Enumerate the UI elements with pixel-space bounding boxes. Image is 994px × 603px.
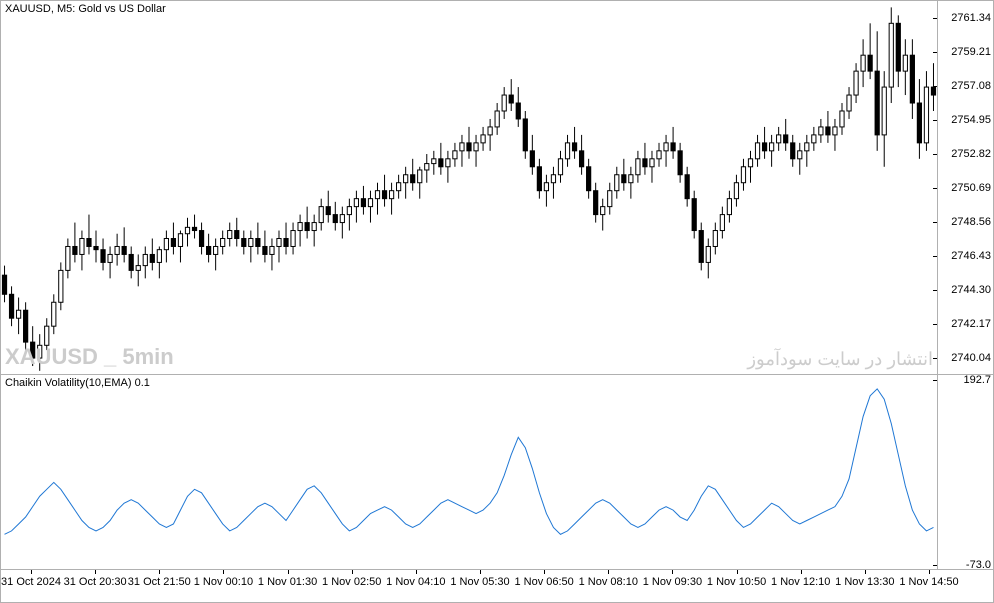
time-tick: 1 Nov 01:30 [258, 576, 317, 588]
price-y-tick: 2746.43 [951, 250, 991, 262]
price-y-axis: 2740.04 2742.17 2744.30 2746.43 2748.56 2750.… [937, 1, 993, 374]
time-tick: 1 Nov 00:10 [194, 576, 253, 588]
price-chart-panel[interactable]: XAUUSD, M5: Gold vs US Dollar XAUUSD _ 5… [1, 1, 993, 375]
price-y-tick: 2754.95 [951, 114, 991, 126]
indicator-panel[interactable]: Chaikin Volatility(10,EMA) 0.1 -73.0192.… [1, 375, 993, 570]
time-tick: 1 Nov 08:10 [579, 576, 638, 588]
indicator-chart-area[interactable] [1, 375, 937, 569]
time-tick: 1 Nov 06:50 [514, 576, 573, 588]
price-chart-area[interactable] [1, 1, 937, 374]
indicator-svg [1, 375, 937, 569]
watermark-symbol: XAUUSD _ 5min [5, 344, 174, 370]
candlestick-svg [1, 1, 937, 374]
price-y-tick: 2748.56 [951, 216, 991, 228]
time-tick: 1 Nov 02:50 [322, 576, 381, 588]
price-y-tick: 2761.34 [951, 12, 991, 24]
price-y-tick: 2752.82 [951, 148, 991, 160]
watermark-site: انتشار در سایت سودآموز [747, 349, 933, 370]
price-y-tick: 2757.08 [951, 80, 991, 92]
time-tick: 31 Oct 21:50 [128, 576, 191, 588]
price-y-tick: 2750.69 [951, 182, 991, 194]
indicator-y-tick: 192.7 [963, 374, 991, 386]
time-tick: 1 Nov 05:30 [450, 576, 509, 588]
time-tick: 1 Nov 14:50 [899, 576, 958, 588]
price-panel-title: XAUUSD, M5: Gold vs US Dollar [5, 3, 166, 15]
time-tick: 1 Nov 13:30 [835, 576, 894, 588]
time-tick: 1 Nov 10:50 [707, 576, 766, 588]
time-tick: 31 Oct 20:30 [64, 576, 127, 588]
price-y-tick: 2744.30 [951, 284, 991, 296]
time-tick: 1 Nov 12:10 [771, 576, 830, 588]
price-y-tick: 2759.21 [951, 46, 991, 58]
time-tick: 1 Nov 04:10 [386, 576, 445, 588]
time-tick: 1 Nov 09:30 [643, 576, 702, 588]
price-y-tick: 2742.17 [951, 318, 991, 330]
time-axis: 31 Oct 202431 Oct 20:3031 Oct 21:501 Nov… [1, 570, 993, 602]
time-tick: 31 Oct 2024 [1, 576, 61, 588]
chart-container: XAUUSD, M5: Gold vs US Dollar XAUUSD _ 5… [0, 0, 994, 603]
price-y-tick: 2740.04 [951, 352, 991, 364]
indicator-title: Chaikin Volatility(10,EMA) 0.1 [5, 377, 150, 389]
indicator-y-axis: -73.0192.7 [937, 375, 993, 569]
